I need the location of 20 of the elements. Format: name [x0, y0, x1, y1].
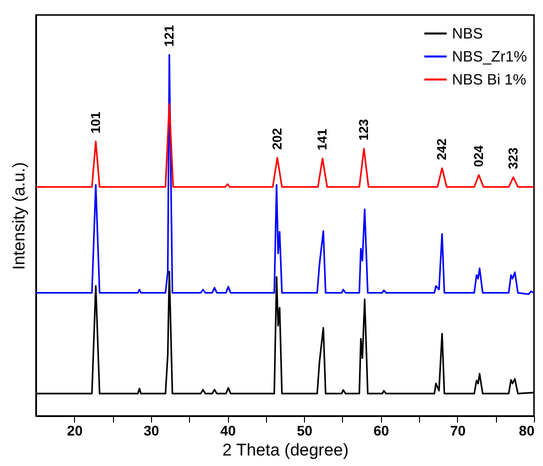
legend-label: NBS_Zr1%	[452, 48, 528, 66]
annotation: 202	[269, 128, 284, 150]
y-axis-title: Intensity (a.u.)	[10, 162, 28, 270]
legend-label: NBS Bi 1%	[452, 72, 526, 88]
annotation: 123	[356, 118, 371, 141]
x-tick-label: 80	[518, 422, 535, 438]
x-tick-label: 20	[67, 422, 83, 438]
x-tick-label: 50	[296, 422, 313, 438]
x-axis-title: 2 Theta (degree)	[222, 440, 349, 460]
legend-label: NBS	[452, 26, 483, 42]
x-tick-label: 70	[450, 422, 466, 438]
annotation: 101	[88, 112, 103, 134]
annotation: 141	[314, 128, 330, 150]
x-tick-label: 30	[144, 422, 160, 438]
annotation: 121	[161, 25, 176, 47]
annotation: 024	[470, 144, 486, 168]
x-tick-label: 60	[373, 422, 390, 438]
annotation: 242	[434, 138, 450, 160]
annotation: 323	[505, 148, 520, 170]
x-tick-label: 40	[220, 422, 236, 438]
